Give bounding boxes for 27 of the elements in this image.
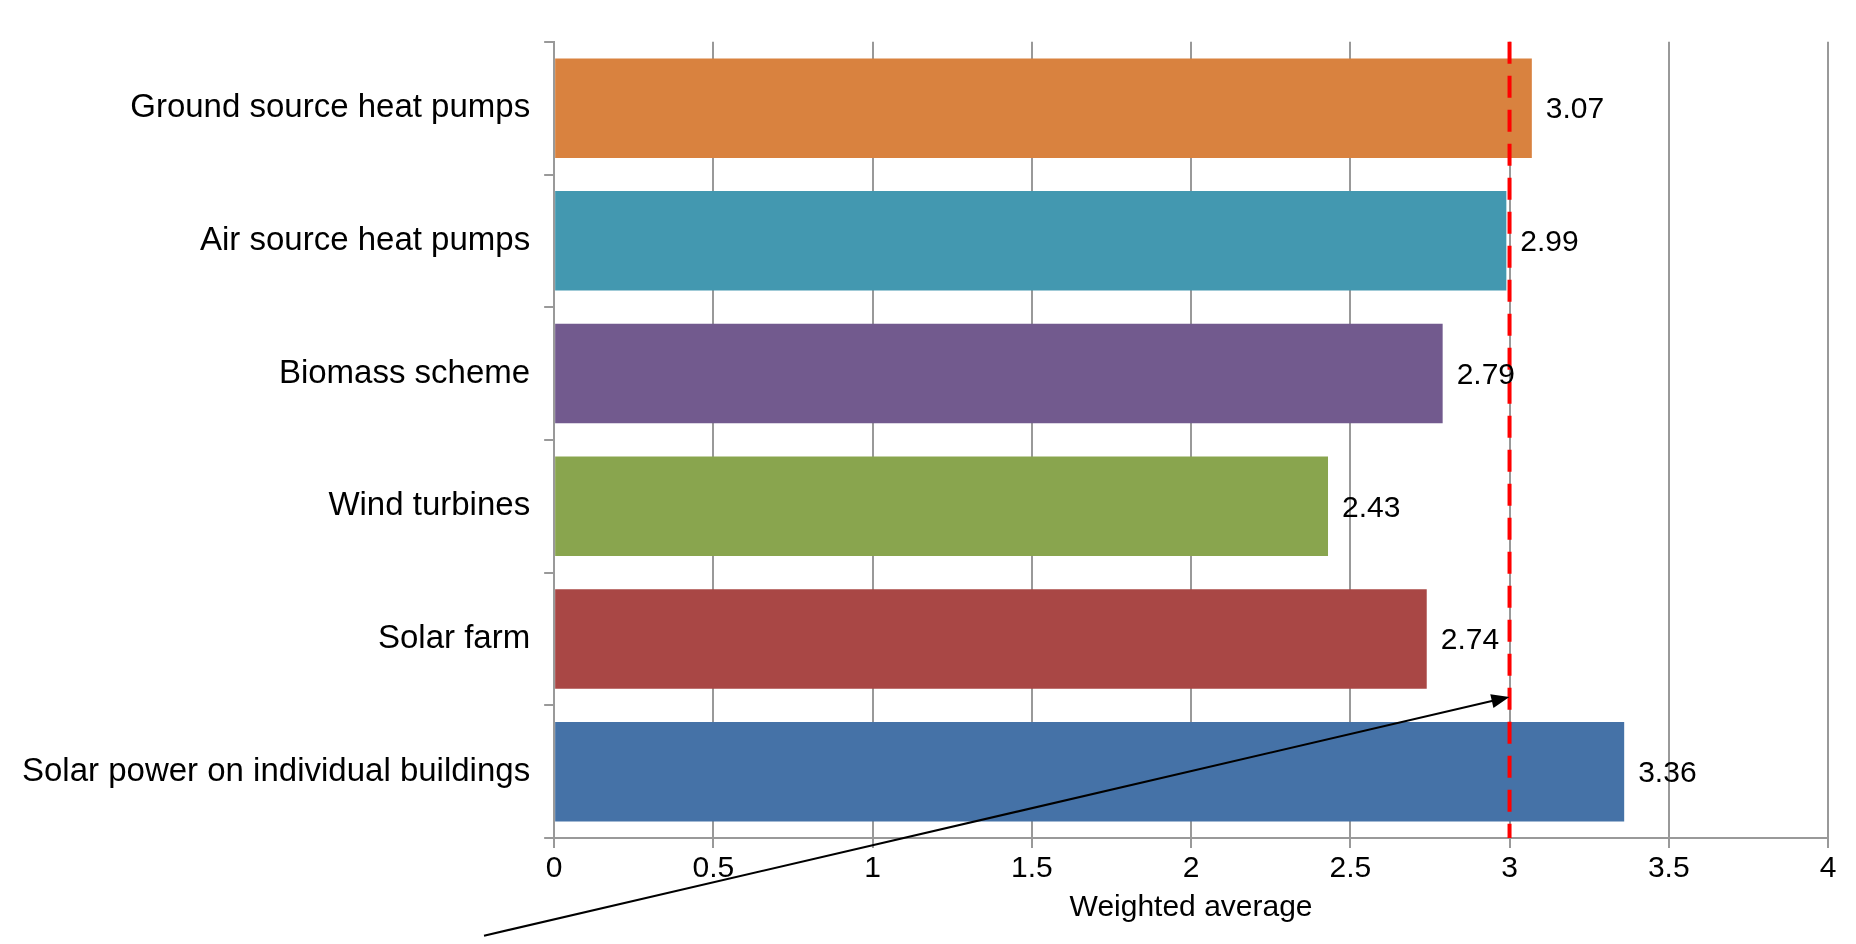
- data-label: 3.36: [1638, 754, 1697, 788]
- y-tick-label: Air source heat pumps: [199, 219, 531, 257]
- x-tick-label: 0.5: [692, 850, 735, 884]
- x-tick-label: 3.5: [1647, 850, 1690, 884]
- data-label: 3.07: [1545, 91, 1605, 125]
- x-tick-label: 4: [1819, 850, 1837, 884]
- x-axis-title: Weighted average: [1069, 889, 1313, 923]
- x-tick-label: 2.5: [1329, 850, 1372, 884]
- bar: [555, 323, 1443, 424]
- x-tick-label: 1.5: [1010, 850, 1053, 884]
- x-tick-label: 3: [1501, 850, 1518, 884]
- data-label: 2.74: [1440, 622, 1500, 656]
- data-label: 2.99: [1520, 224, 1579, 258]
- data-label: 2.79: [1456, 356, 1516, 390]
- bar: [555, 58, 1532, 158]
- bar: [555, 456, 1329, 557]
- y-tick-label: Solar farm: [377, 618, 531, 656]
- x-tick-label: 2: [1182, 850, 1200, 884]
- x-tick-label: 0: [545, 850, 563, 884]
- data-label: 2.43: [1342, 489, 1401, 523]
- bar: [555, 191, 1507, 291]
- y-tick-label: Ground source heat pumps: [130, 87, 531, 125]
- y-tick-label: Wind turbines: [328, 485, 531, 523]
- y-tick-label: Biomass scheme: [278, 352, 531, 390]
- bar: [555, 589, 1427, 689]
- y-tick-label: Solar power on individual buildings: [21, 750, 531, 788]
- x-tick-label: 1: [864, 850, 881, 884]
